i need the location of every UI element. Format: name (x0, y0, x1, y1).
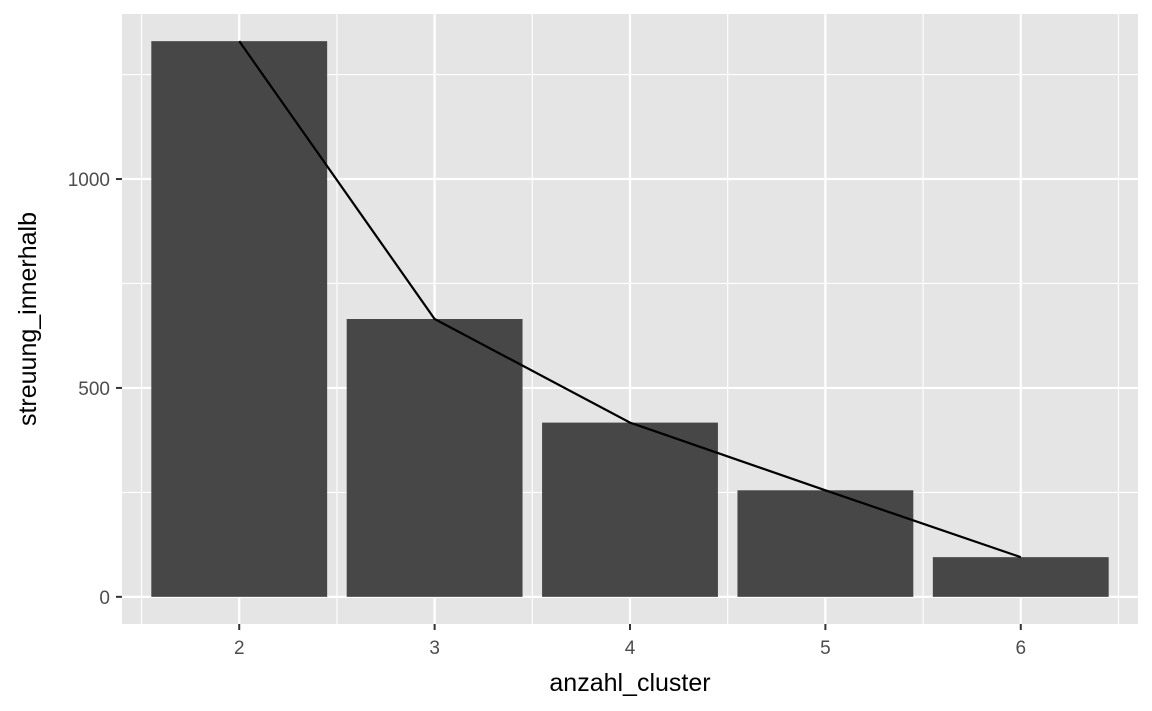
bar (346, 319, 523, 597)
x-tick-label: 6 (1015, 638, 1026, 659)
y-tick-label: 0 (99, 588, 110, 609)
x-tick-label: 2 (234, 638, 245, 659)
bar (932, 557, 1109, 597)
trend-line (238, 40, 1022, 559)
y-axis-title: streuung_innerhalb (14, 212, 42, 426)
x-tick-label: 3 (429, 638, 440, 659)
x-tick-label: 5 (820, 638, 831, 659)
bar (737, 490, 914, 597)
y-tick-label: 500 (78, 379, 110, 400)
grid-minor-x (140, 14, 1120, 624)
bar (151, 41, 328, 597)
bar (542, 422, 718, 597)
x-tick-label: 4 (625, 638, 636, 659)
bars (151, 41, 1109, 597)
x-axis-ticks: 2 3 4 5 6 (234, 624, 1026, 659)
y-tick-label: 1000 (68, 170, 110, 191)
x-axis-title: anzahl_cluster (549, 669, 710, 697)
y-axis-ticks: 0 500 1000 (68, 170, 122, 609)
